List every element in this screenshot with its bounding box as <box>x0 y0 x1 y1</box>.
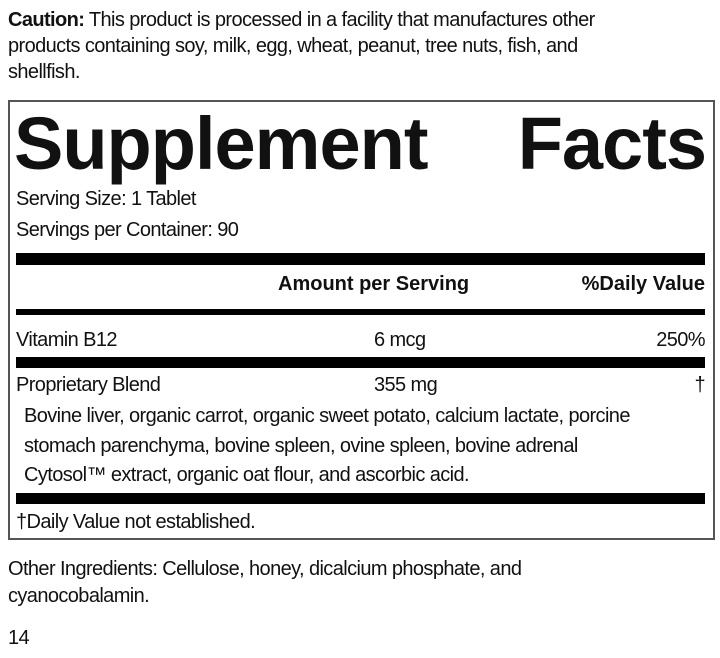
divider-thick <box>16 357 705 368</box>
nutrient-amount: 355 mg <box>374 374 438 396</box>
divider-medium <box>16 309 705 315</box>
nutrient-dv: 250% <box>656 329 705 351</box>
caution-line-2: products containing soy, milk, egg, whea… <box>8 35 578 57</box>
header-daily-value: %Daily Value <box>581 273 705 295</box>
title-word-supplement: Supplement <box>14 102 428 185</box>
other-ingredients-line: cyanocobalamin. <box>8 585 150 607</box>
nutrient-amount: 6 mcg <box>374 329 426 351</box>
page-number: 14 <box>8 627 30 649</box>
supplement-facts-panel <box>8 100 715 540</box>
divider-thick <box>16 493 705 504</box>
blend-ingredients-line: Bovine liver, organic carrot, organic sw… <box>24 405 630 427</box>
caution-label: Caution: <box>8 9 85 31</box>
other-ingredients-line: Other Ingredients: Cellulose, honey, dic… <box>8 558 522 580</box>
caution-line-3: shellfish. <box>8 61 80 83</box>
blend-ingredients-line: Cytosol™ extract, organic oat flour, and… <box>24 464 470 486</box>
nutrient-name: Proprietary Blend <box>16 374 161 396</box>
caution-text: This product is processed in a facility … <box>84 9 595 31</box>
servings-per-container: Servings per Container: 90 <box>16 219 239 241</box>
serving-size: Serving Size: 1 Tablet <box>16 188 196 210</box>
nutrient-name: Vitamin B12 <box>16 329 117 351</box>
divider-thick <box>16 253 705 265</box>
title-word-facts: Facts <box>517 102 707 185</box>
panel-title: Supplement Facts <box>14 102 707 185</box>
header-amount: Amount per Serving <box>278 273 470 295</box>
caution-line-1: Caution: This product is processed in a … <box>8 8 595 32</box>
footnote: †Daily Value not established. <box>16 511 256 533</box>
nutrient-dv: † <box>694 374 705 396</box>
blend-ingredients-line: stomach parenchyma, bovine spleen, ovine… <box>24 435 578 457</box>
